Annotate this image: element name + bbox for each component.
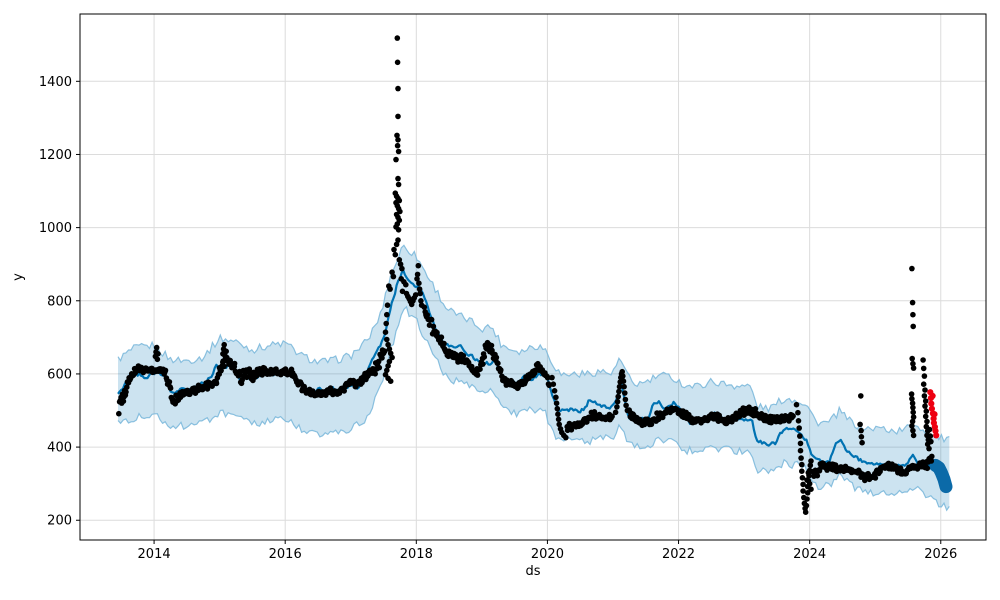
y-tick-label: 1400 (39, 75, 72, 90)
y-axis: 200 400 600 800 1000 1200 1400 (39, 75, 80, 529)
x-tick-label: 2014 (138, 547, 171, 562)
y-axis-label: y (11, 273, 26, 281)
y-tick-label: 1000 (39, 221, 72, 236)
y-tick-label: 600 (47, 367, 72, 382)
actual-points (116, 35, 935, 515)
y-tick-label: 200 (47, 514, 72, 529)
grid-lines (80, 14, 986, 540)
plot-border (79, 13, 987, 541)
x-axis-label: ds (525, 564, 540, 579)
x-axis: 2014 2016 2018 2020 2022 2024 2026 (138, 540, 957, 562)
uncertainty-band-edges (117, 244, 950, 512)
forecast-dense-segment (929, 458, 953, 494)
x-tick-label: 2026 (924, 547, 957, 562)
x-tick-label: 2022 (662, 547, 695, 562)
x-tick-label: 2020 (531, 547, 564, 562)
x-tick-label: 2016 (269, 547, 302, 562)
y-tick-label: 1200 (39, 148, 72, 163)
x-tick-label: 2018 (400, 547, 433, 562)
anomaly-points (927, 389, 940, 439)
x-tick-label: 2024 (793, 547, 826, 562)
y-tick-label: 400 (47, 441, 72, 456)
y-tick-label: 800 (47, 294, 72, 309)
